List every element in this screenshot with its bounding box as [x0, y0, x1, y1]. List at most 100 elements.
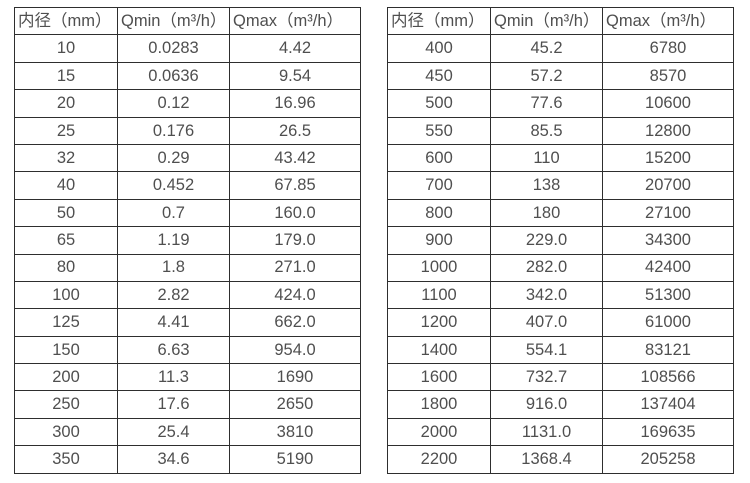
table-cell: 732.7	[490, 363, 603, 392]
table-cell: 0.7	[117, 198, 230, 228]
column-header-diameter: 内径（mm）	[14, 6, 118, 36]
table-cell: 550	[387, 116, 491, 145]
table-row: 2000 1131.0 169635	[387, 417, 734, 447]
table-cell: 110	[490, 143, 603, 173]
table-row: 300 25.4 3810	[14, 417, 361, 447]
table-cell: 27100	[602, 198, 734, 228]
flow-rate-table-small-diameters: 内径（mm） Qmin（m³/h） Qmax（m³/h） 10 0.0283 4.4…	[14, 6, 361, 474]
table-cell: 100	[14, 280, 118, 310]
table-row: 25 0.176 26.5	[14, 116, 361, 145]
table-cell: 1690	[229, 363, 361, 392]
table-cell: 2650	[229, 390, 361, 419]
table-cell: 300	[14, 417, 118, 447]
table-row: 1600 732.7 108566	[387, 363, 734, 392]
table-cell: 15200	[602, 143, 734, 173]
table-row: 20 0.12 16.96	[14, 89, 361, 118]
table-cell: 1400	[387, 335, 491, 365]
table-cell: 271.0	[229, 253, 361, 282]
column-header-diameter: 内径（mm）	[387, 6, 491, 36]
flow-rate-tables: 内径（mm） Qmin（m³/h） Qmax（m³/h） 10 0.0283 4.4…	[14, 6, 734, 474]
flow-rate-table-large-diameters: 内径（mm） Qmin（m³/h） Qmax（m³/h） 400 45.2 6780…	[387, 6, 734, 474]
table-cell: 554.1	[490, 335, 603, 365]
table-row: 600 110 15200	[387, 143, 734, 173]
table-cell: 1100	[387, 280, 491, 310]
table-row: 200 11.3 1690	[14, 363, 361, 392]
table-cell: 1600	[387, 363, 491, 392]
table-cell: 179.0	[229, 226, 361, 255]
table-cell: 20	[14, 89, 118, 118]
table-cell: 25	[14, 116, 118, 145]
table-row: 1100 342.0 51300	[387, 280, 734, 310]
table-cell: 10	[14, 34, 118, 63]
table-cell: 2200	[387, 445, 491, 474]
table-cell: 138	[490, 171, 603, 200]
table-cell: 85.5	[490, 116, 603, 145]
table-cell: 34300	[602, 226, 734, 255]
table-cell: 0.176	[117, 116, 230, 145]
table-cell: 4.41	[117, 308, 230, 337]
table-cell: 20700	[602, 171, 734, 200]
table-cell: 1368.4	[490, 445, 603, 474]
table-cell: 200	[14, 363, 118, 392]
table-row: 40 0.452 67.85	[14, 171, 361, 200]
table-cell: 169635	[602, 417, 734, 447]
table-cell: 125	[14, 308, 118, 337]
table-cell: 12800	[602, 116, 734, 145]
table-cell: 0.29	[117, 143, 230, 173]
table-cell: 500	[387, 89, 491, 118]
table-cell: 1131.0	[490, 417, 603, 447]
table-cell: 11.3	[117, 363, 230, 392]
table-cell: 150	[14, 335, 118, 365]
table-row: 65 1.19 179.0	[14, 226, 361, 255]
table-cell: 10600	[602, 89, 734, 118]
table-row: 80 1.8 271.0	[14, 253, 361, 282]
table-header-row: 内径（mm） Qmin（m³/h） Qmax（m³/h）	[387, 6, 734, 36]
table-cell: 40	[14, 171, 118, 200]
table-row: 250 17.6 2650	[14, 390, 361, 419]
column-header-qmin: Qmin（m³/h）	[117, 6, 230, 36]
table-cell: 160.0	[229, 198, 361, 228]
table-cell: 1200	[387, 308, 491, 337]
table-row: 100 2.82 424.0	[14, 280, 361, 310]
table-cell: 80	[14, 253, 118, 282]
table-cell: 57.2	[490, 61, 603, 91]
table-cell: 954.0	[229, 335, 361, 365]
table-row: 1800 916.0 137404	[387, 390, 734, 419]
table-cell: 282.0	[490, 253, 603, 282]
table-cell: 1000	[387, 253, 491, 282]
table-row: 350 34.6 5190	[14, 445, 361, 474]
table-row: 2200 1368.4 205258	[387, 445, 734, 474]
table-cell: 1.19	[117, 226, 230, 255]
table-cell: 15	[14, 61, 118, 91]
table-cell: 51300	[602, 280, 734, 310]
table-cell: 8570	[602, 61, 734, 91]
table-row: 900 229.0 34300	[387, 226, 734, 255]
table-row: 32 0.29 43.42	[14, 143, 361, 173]
table-row: 550 85.5 12800	[387, 116, 734, 145]
table-row: 1000 282.0 42400	[387, 253, 734, 282]
table-cell: 6.63	[117, 335, 230, 365]
table-cell: 916.0	[490, 390, 603, 419]
table-body: 400 45.2 6780 450 57.2 8570 500 77.6 10600 550 85.…	[387, 34, 734, 474]
table-row: 1200 407.0 61000	[387, 308, 734, 337]
table-cell: 180	[490, 198, 603, 228]
table-cell: 17.6	[117, 390, 230, 419]
table-cell: 342.0	[490, 280, 603, 310]
table-cell: 250	[14, 390, 118, 419]
table-cell: 1.8	[117, 253, 230, 282]
table-cell: 25.4	[117, 417, 230, 447]
table-cell: 6780	[602, 34, 734, 63]
table-cell: 5190	[229, 445, 361, 474]
table-cell: 400	[387, 34, 491, 63]
table-cell: 32	[14, 143, 118, 173]
table-cell: 4.42	[229, 34, 361, 63]
column-header-qmin: Qmin（m³/h）	[490, 6, 603, 36]
table-cell: 65	[14, 226, 118, 255]
table-cell: 662.0	[229, 308, 361, 337]
table-cell: 43.42	[229, 143, 361, 173]
table-cell: 0.0283	[117, 34, 230, 63]
table-cell: 800	[387, 198, 491, 228]
table-cell: 137404	[602, 390, 734, 419]
table-header-row: 内径（mm） Qmin（m³/h） Qmax（m³/h）	[14, 6, 361, 36]
table-cell: 0.452	[117, 171, 230, 200]
